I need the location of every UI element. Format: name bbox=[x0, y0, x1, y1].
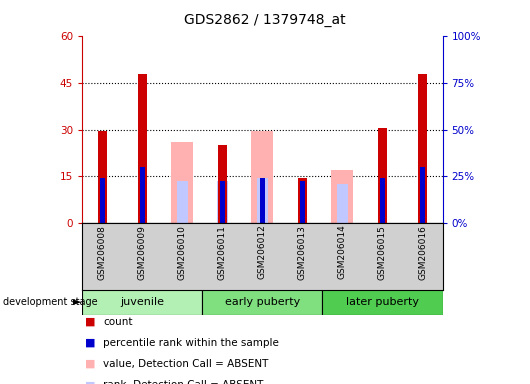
Bar bbox=[300, 181, 305, 223]
Text: juvenile: juvenile bbox=[120, 297, 164, 308]
Bar bbox=[176, 181, 188, 223]
Text: GSM206009: GSM206009 bbox=[138, 225, 147, 280]
Text: ■: ■ bbox=[85, 380, 95, 384]
Bar bbox=[322, 290, 443, 315]
Bar bbox=[217, 181, 228, 223]
Bar bbox=[260, 178, 265, 223]
Text: ►: ► bbox=[73, 297, 82, 308]
Text: value, Detection Call = ABSENT: value, Detection Call = ABSENT bbox=[103, 359, 269, 369]
Text: GDS2862 / 1379748_at: GDS2862 / 1379748_at bbox=[184, 13, 346, 27]
Text: GSM206012: GSM206012 bbox=[258, 225, 267, 280]
Bar bbox=[100, 178, 104, 223]
Bar bbox=[378, 128, 387, 223]
Text: GSM206016: GSM206016 bbox=[418, 225, 427, 280]
Bar bbox=[218, 145, 227, 223]
Bar bbox=[98, 131, 107, 223]
Text: count: count bbox=[103, 317, 133, 327]
Text: GSM206008: GSM206008 bbox=[98, 225, 107, 280]
Bar bbox=[418, 74, 427, 223]
Bar bbox=[171, 142, 193, 223]
Text: ■: ■ bbox=[85, 359, 95, 369]
Text: GSM206011: GSM206011 bbox=[218, 225, 227, 280]
Text: GSM206015: GSM206015 bbox=[378, 225, 387, 280]
Bar bbox=[140, 167, 145, 223]
Text: GSM206010: GSM206010 bbox=[178, 225, 187, 280]
Bar bbox=[220, 181, 225, 223]
Bar bbox=[82, 290, 202, 315]
Bar bbox=[298, 178, 307, 223]
Text: early puberty: early puberty bbox=[225, 297, 300, 308]
Bar bbox=[251, 131, 273, 223]
Text: development stage: development stage bbox=[3, 297, 98, 308]
Text: later puberty: later puberty bbox=[346, 297, 419, 308]
Bar bbox=[337, 184, 348, 223]
Bar bbox=[380, 178, 385, 223]
Text: GSM206013: GSM206013 bbox=[298, 225, 307, 280]
Bar bbox=[420, 167, 425, 223]
Text: rank, Detection Call = ABSENT: rank, Detection Call = ABSENT bbox=[103, 380, 264, 384]
Bar bbox=[202, 290, 322, 315]
Text: ■: ■ bbox=[85, 338, 95, 348]
Text: GSM206014: GSM206014 bbox=[338, 225, 347, 280]
Bar bbox=[138, 74, 147, 223]
Bar bbox=[331, 170, 354, 223]
Text: percentile rank within the sample: percentile rank within the sample bbox=[103, 338, 279, 348]
Bar bbox=[257, 178, 268, 223]
Text: ■: ■ bbox=[85, 317, 95, 327]
